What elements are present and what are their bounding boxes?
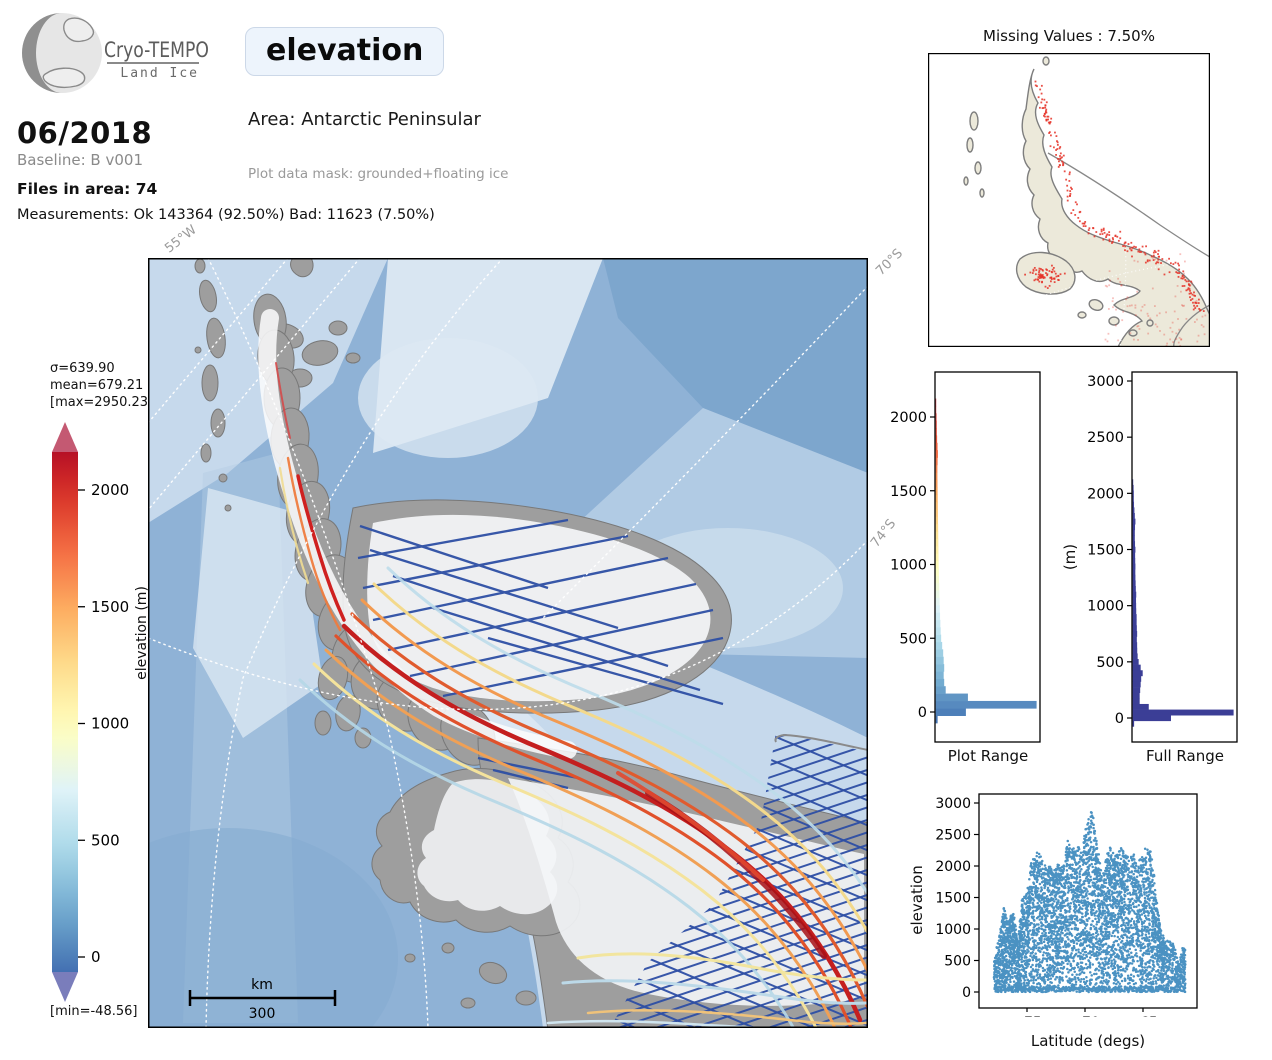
full-range-ylabel: (m)	[1061, 543, 1079, 571]
measurements-label: Measurements: Ok 143364 (92.50%) Bad: 11…	[17, 207, 435, 223]
svg-text:0: 0	[918, 705, 927, 721]
colorbar-stats: σ=639.90 mean=679.21 [max=2950.23]	[50, 360, 153, 411]
histogram-full-range: 0 500 1000 1500 2000 2500 3000	[1087, 371, 1238, 743]
stat-sigma: σ=639.90	[50, 361, 115, 376]
graticule-label-55w: 55°W	[162, 222, 200, 257]
svg-text:500: 500	[91, 831, 120, 849]
scalebar-unit: km	[251, 977, 273, 993]
minimap-mainland-coast	[1047, 152, 1210, 258]
mainland-coastline	[774, 733, 868, 751]
svg-text:3000: 3000	[1087, 374, 1124, 390]
antarctica-outline	[42, 67, 86, 89]
svg-text:500: 500	[899, 631, 927, 647]
baseline-label: Baseline: B v001	[17, 151, 143, 169]
scalebar-value: 300	[249, 1006, 276, 1022]
svg-text:1000: 1000	[890, 558, 927, 574]
product-title: elevation	[245, 27, 445, 76]
svg-text:1000: 1000	[91, 715, 129, 733]
plot-range-caption: Plot Range	[947, 747, 1029, 765]
stat-mean: mean=679.21	[50, 378, 144, 393]
report-date: 06/2018	[17, 116, 153, 150]
brand-subtitle: Land Ice	[120, 66, 199, 81]
main-elevation-map: km 300	[148, 258, 868, 1028]
elevation-colorbar: 0 500 1000 1500 2000	[52, 422, 129, 1002]
missing-values-title: Missing Values : 7.50%	[983, 27, 1155, 45]
greenland-outline	[63, 17, 95, 43]
svg-text:1500: 1500	[1087, 543, 1124, 559]
missing-values-map	[928, 53, 1210, 347]
crescent-shape	[22, 13, 62, 93]
svg-text:1500: 1500	[91, 598, 129, 616]
ice-cover	[258, 309, 864, 1006]
svg-text:2000: 2000	[890, 410, 927, 426]
brand-rule	[107, 62, 199, 64]
svg-text:2000: 2000	[1087, 486, 1124, 502]
graticule-label-70s: 70°S	[873, 246, 907, 279]
svg-text:2500: 2500	[1087, 430, 1124, 446]
histogram-plot-range: 0 500 1000 1500 2000	[890, 371, 1041, 743]
minimap-land	[963, 56, 1210, 347]
stat-min: [min=-48.56]	[50, 1004, 138, 1019]
files-in-area-label: Files in area: 74	[17, 180, 158, 198]
graticule-lines	[148, 258, 868, 1028]
svg-text:1500: 1500	[890, 484, 927, 500]
svg-text:1000: 1000	[1087, 599, 1124, 615]
stat-max: [max=2950.23]	[50, 395, 154, 410]
scatter-xlabel: Latitude (degs)	[1030, 1032, 1146, 1050]
map-frame	[148, 258, 868, 1028]
latitude-elevation-scatter: −75−70−65050010001500200025003000	[935, 793, 1198, 1017]
scatter-ylabel: elevation	[908, 865, 926, 935]
svg-text:2000: 2000	[91, 481, 129, 499]
svg-text:0: 0	[1115, 711, 1124, 727]
elevation-track-data	[275, 362, 868, 1028]
area-label: Area: Antarctic Peninsular	[248, 109, 481, 130]
svg-text:500: 500	[1096, 655, 1124, 671]
cryo-tempo-logo	[22, 13, 102, 93]
minimap-graticule	[1015, 140, 1210, 347]
map-scalebar: km 300	[188, 977, 337, 1022]
minimap-missing-dots	[1024, 80, 1207, 347]
brand-name: Cryo-TEMPO	[104, 38, 209, 62]
plot-mask-label: Plot data mask: grounded+floating ice	[248, 166, 509, 182]
svg-text:0: 0	[91, 948, 101, 966]
full-range-caption: Full Range	[1146, 747, 1224, 765]
